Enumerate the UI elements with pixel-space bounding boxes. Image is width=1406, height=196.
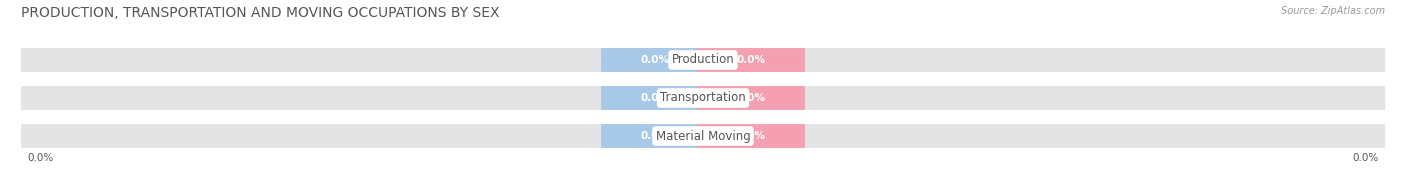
Text: Production: Production: [672, 54, 734, 66]
FancyBboxPatch shape: [697, 48, 806, 72]
FancyBboxPatch shape: [600, 124, 709, 148]
Text: 0.0%: 0.0%: [737, 93, 766, 103]
FancyBboxPatch shape: [600, 86, 709, 110]
Text: 0.0%: 0.0%: [737, 131, 766, 141]
Text: Source: ZipAtlas.com: Source: ZipAtlas.com: [1281, 6, 1385, 16]
FancyBboxPatch shape: [697, 86, 806, 110]
FancyBboxPatch shape: [21, 48, 1385, 72]
Text: 0.0%: 0.0%: [640, 55, 669, 65]
Text: 0.0%: 0.0%: [1353, 153, 1378, 163]
Text: 0.0%: 0.0%: [640, 93, 669, 103]
Text: PRODUCTION, TRANSPORTATION AND MOVING OCCUPATIONS BY SEX: PRODUCTION, TRANSPORTATION AND MOVING OC…: [21, 6, 499, 20]
FancyBboxPatch shape: [21, 124, 1385, 148]
FancyBboxPatch shape: [21, 86, 1385, 110]
FancyBboxPatch shape: [697, 124, 806, 148]
Text: 0.0%: 0.0%: [640, 131, 669, 141]
FancyBboxPatch shape: [600, 48, 709, 72]
Text: Transportation: Transportation: [661, 92, 745, 104]
Text: 0.0%: 0.0%: [28, 153, 53, 163]
Text: 0.0%: 0.0%: [737, 55, 766, 65]
Text: Material Moving: Material Moving: [655, 130, 751, 142]
